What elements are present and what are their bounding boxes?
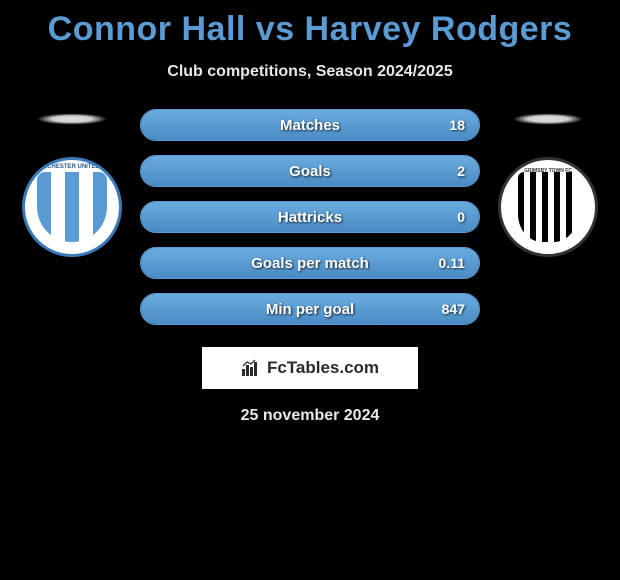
stat-value-right: 18 — [449, 117, 465, 133]
stat-label: Min per goal — [266, 301, 354, 318]
stat-label: Hattricks — [278, 209, 342, 226]
stat-bar: Min per goal 847 — [140, 293, 480, 325]
footer-date: 25 november 2024 — [0, 407, 620, 425]
player-right-column: GRIMSBY TOWN FC — [498, 109, 598, 257]
club-badge-right: GRIMSBY TOWN FC — [498, 157, 598, 257]
bar-chart-icon — [241, 359, 261, 377]
club-badge-left: COLCHESTER UNITED FC — [22, 157, 122, 257]
stat-bar: Goals per match 0.11 — [140, 247, 480, 279]
badge-right-stripes — [518, 172, 578, 242]
stat-bar: Matches 18 — [140, 109, 480, 141]
stat-value-right: 0.11 — [439, 255, 465, 271]
player-left-silhouette — [22, 111, 122, 127]
stat-label: Goals — [289, 163, 331, 180]
player-right-silhouette — [498, 111, 598, 127]
stats-column: Matches 18 Goals 2 Hattricks 0 Goals per match… — [140, 109, 480, 325]
stat-value-right: 0 — [457, 209, 465, 225]
badge-left-text: COLCHESTER UNITED FC — [25, 164, 119, 170]
stat-value-right: 2 — [457, 163, 465, 179]
stat-label: Goals per match — [251, 255, 369, 272]
brand-text: FcTables.com — [267, 358, 379, 378]
badge-right-text: GRIMSBY TOWN FC — [501, 168, 595, 174]
badge-left-stripes — [37, 172, 107, 242]
main-area: COLCHESTER UNITED FC Matches 18 Goals 2 Hatt… — [0, 109, 620, 325]
page-title: Connor Hall vs Harvey Rodgers — [0, 0, 620, 49]
comparison-infographic: Connor Hall vs Harvey Rodgers Club compe… — [0, 0, 620, 580]
subtitle: Club competitions, Season 2024/2025 — [0, 63, 620, 81]
brand-box: FcTables.com — [202, 347, 418, 389]
stat-bar: Hattricks 0 — [140, 201, 480, 233]
stat-label: Matches — [280, 117, 340, 134]
player-left-column: COLCHESTER UNITED FC — [22, 109, 122, 257]
stat-value-right: 847 — [442, 301, 465, 317]
stat-bar: Goals 2 — [140, 155, 480, 187]
